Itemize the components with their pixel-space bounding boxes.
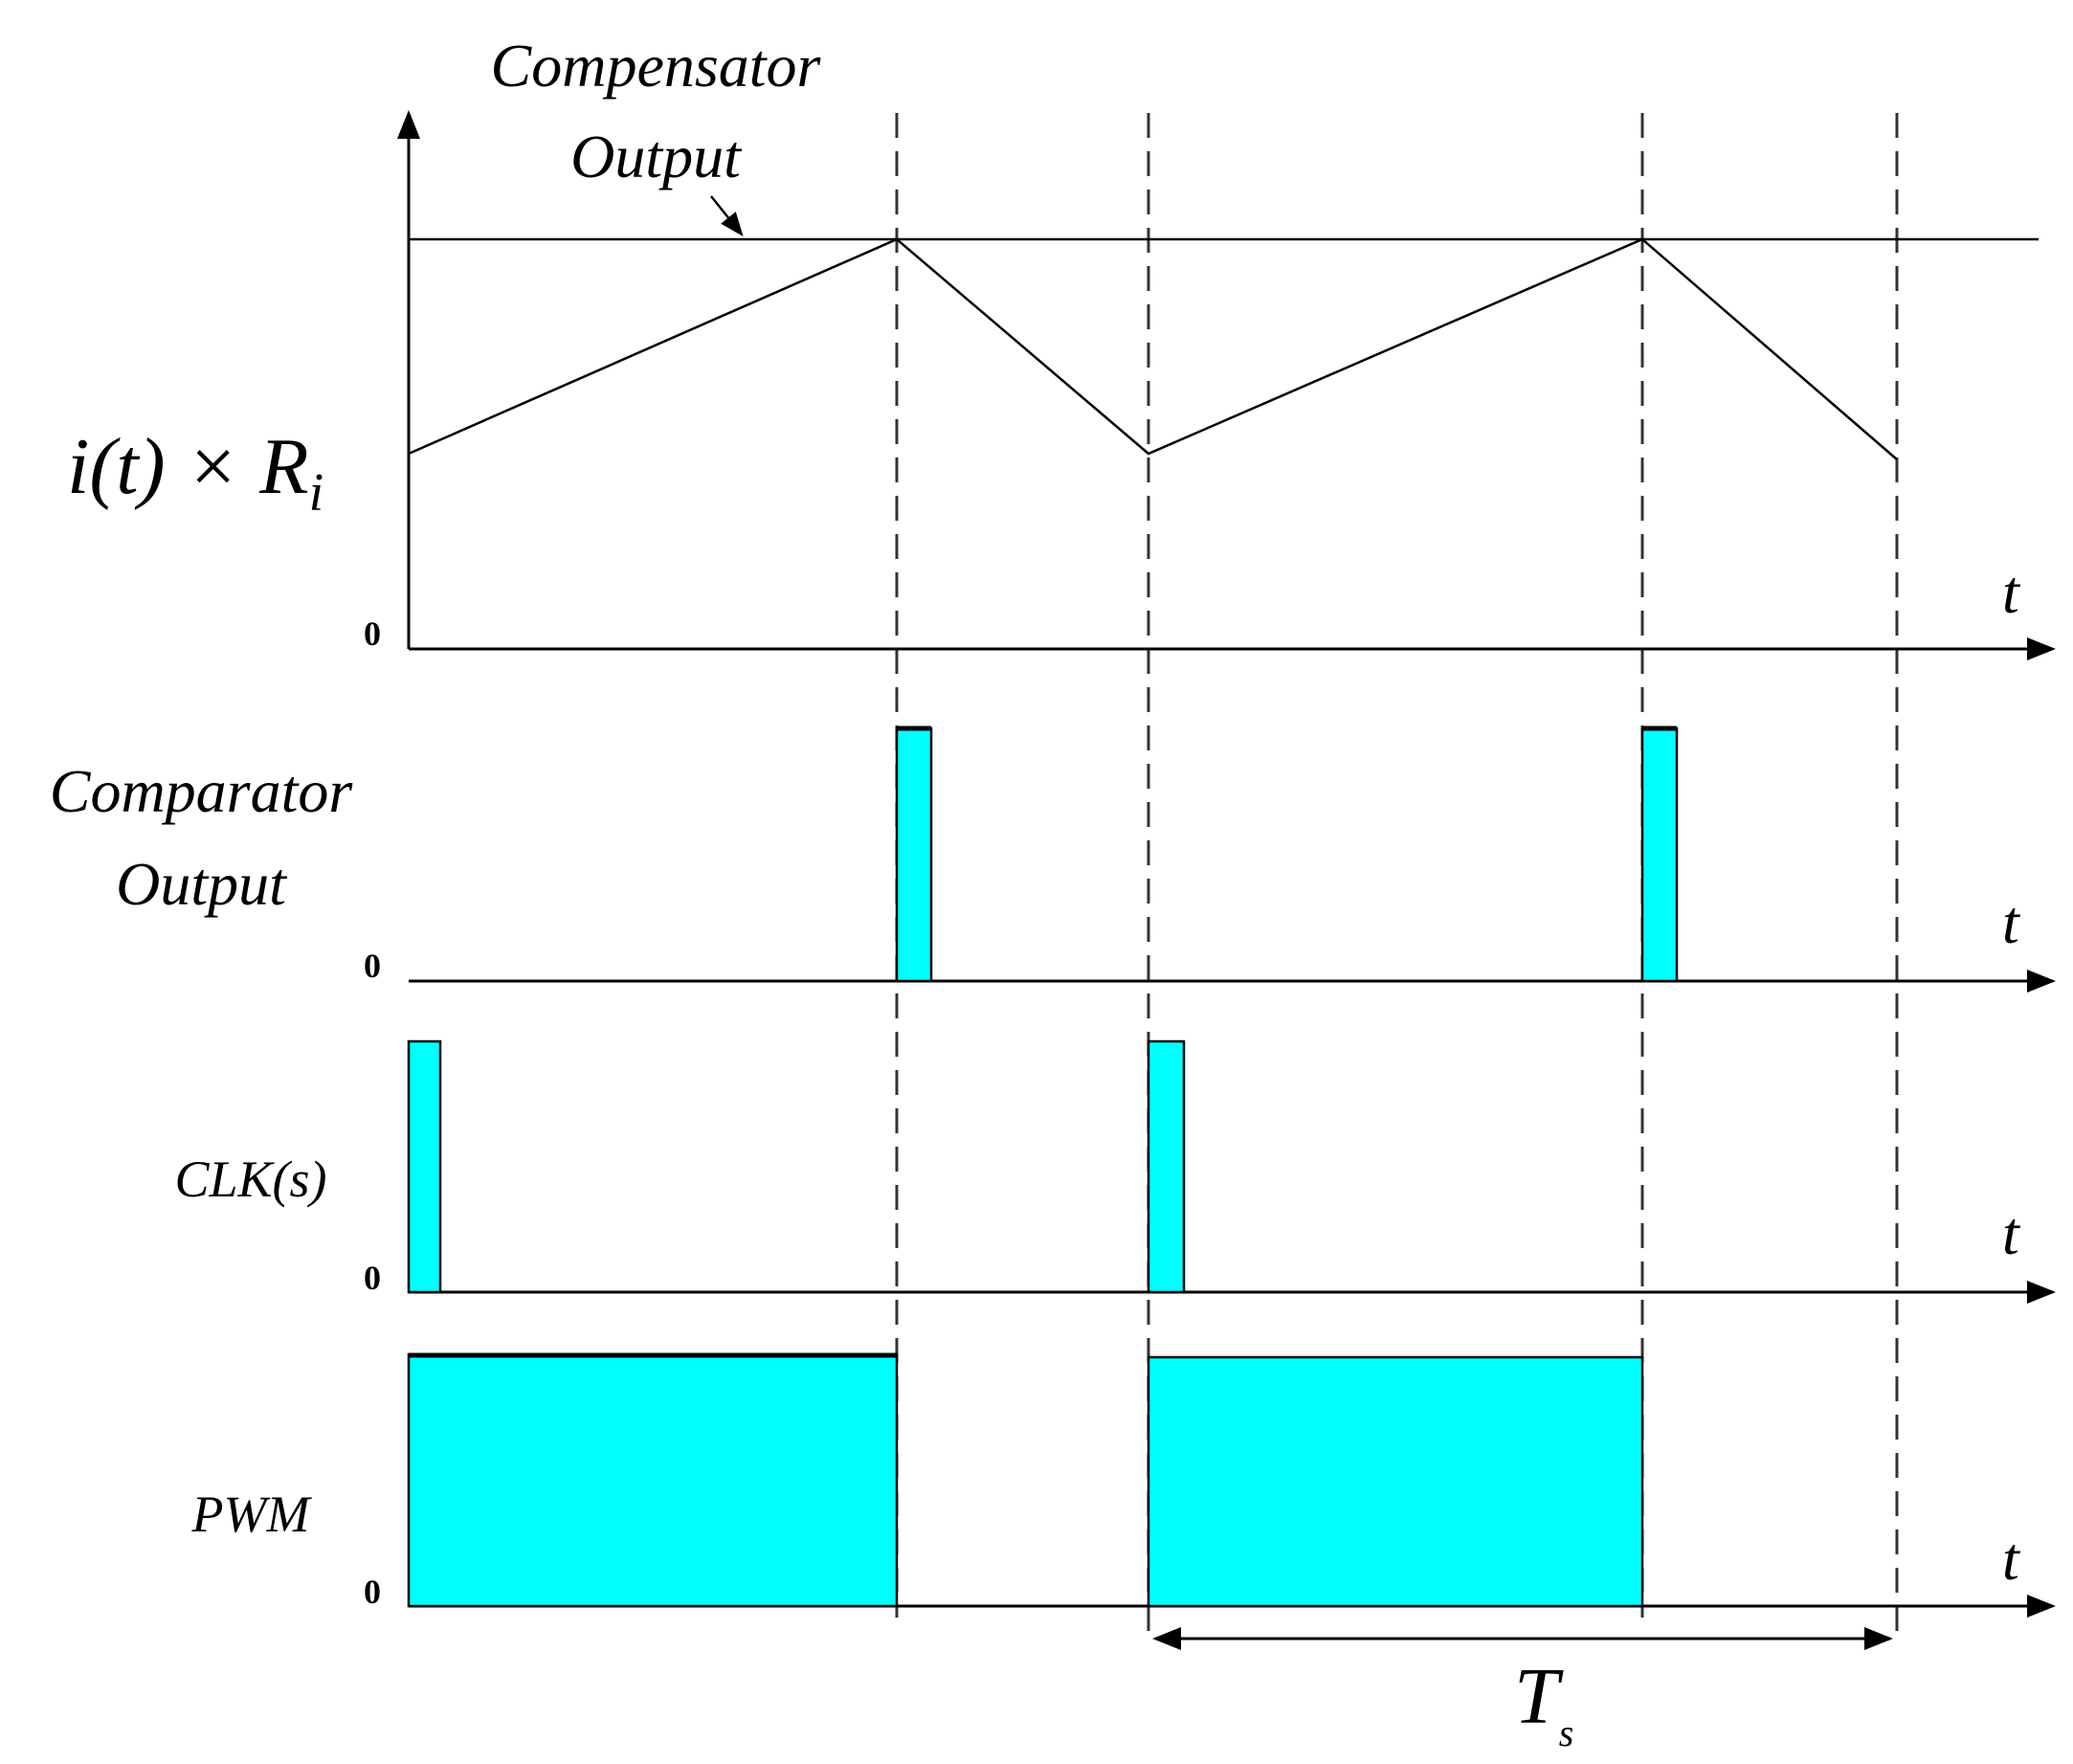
pwm-pulse-1 xyxy=(407,1352,899,1608)
time-label-3: t xyxy=(2002,1199,2021,1267)
compensator-pointer xyxy=(710,195,744,236)
comparator-label-line1: Comparator xyxy=(50,757,354,825)
zero-label-4: 0 xyxy=(364,1573,381,1611)
pwm-label: PWM xyxy=(191,1485,313,1543)
panel-current-ramp: Compensator Output i(t) × Ri 0 t xyxy=(67,32,2056,660)
compensator-label-line1: Compensator xyxy=(491,32,822,100)
pwm-pulse-2 xyxy=(1147,1355,1644,1608)
comparator-label-line2: Output xyxy=(116,850,288,918)
zero-label-2: 0 xyxy=(364,947,381,985)
time-label-2: t xyxy=(2002,888,2021,956)
compensator-label-line2: Output xyxy=(570,123,743,190)
zero-label-3: 0 xyxy=(364,1259,381,1297)
current-sense-subscript: i xyxy=(309,463,324,523)
current-sense-label: i(t) × Ri xyxy=(67,422,323,523)
comparator-pulse-1 xyxy=(895,726,933,983)
clk-label: CLK(s) xyxy=(174,1150,326,1208)
period-text: T xyxy=(1514,1652,1564,1741)
period-marker: Ts xyxy=(1152,1627,1893,1754)
clock-pulse-2 xyxy=(1147,1039,1186,1294)
period-subscript: s xyxy=(1559,1711,1574,1754)
current-sense-text: i(t) × R xyxy=(67,422,309,511)
period-label: Ts xyxy=(1514,1652,1573,1754)
panel-pwm: PWM 0 t xyxy=(191,1352,2056,1618)
time-label-4: t xyxy=(2002,1525,2021,1593)
comparator-pulse-2 xyxy=(1640,726,1679,983)
time-label-1: t xyxy=(2002,558,2021,626)
zero-label-1: 0 xyxy=(364,614,381,653)
clock-pulse-1 xyxy=(407,1039,442,1294)
panel-clock: CLK(s) 0 t xyxy=(174,1039,2056,1304)
panel-comparator: Comparator Output 0 t xyxy=(50,726,2056,993)
current-ramp-waveform xyxy=(408,237,1898,460)
